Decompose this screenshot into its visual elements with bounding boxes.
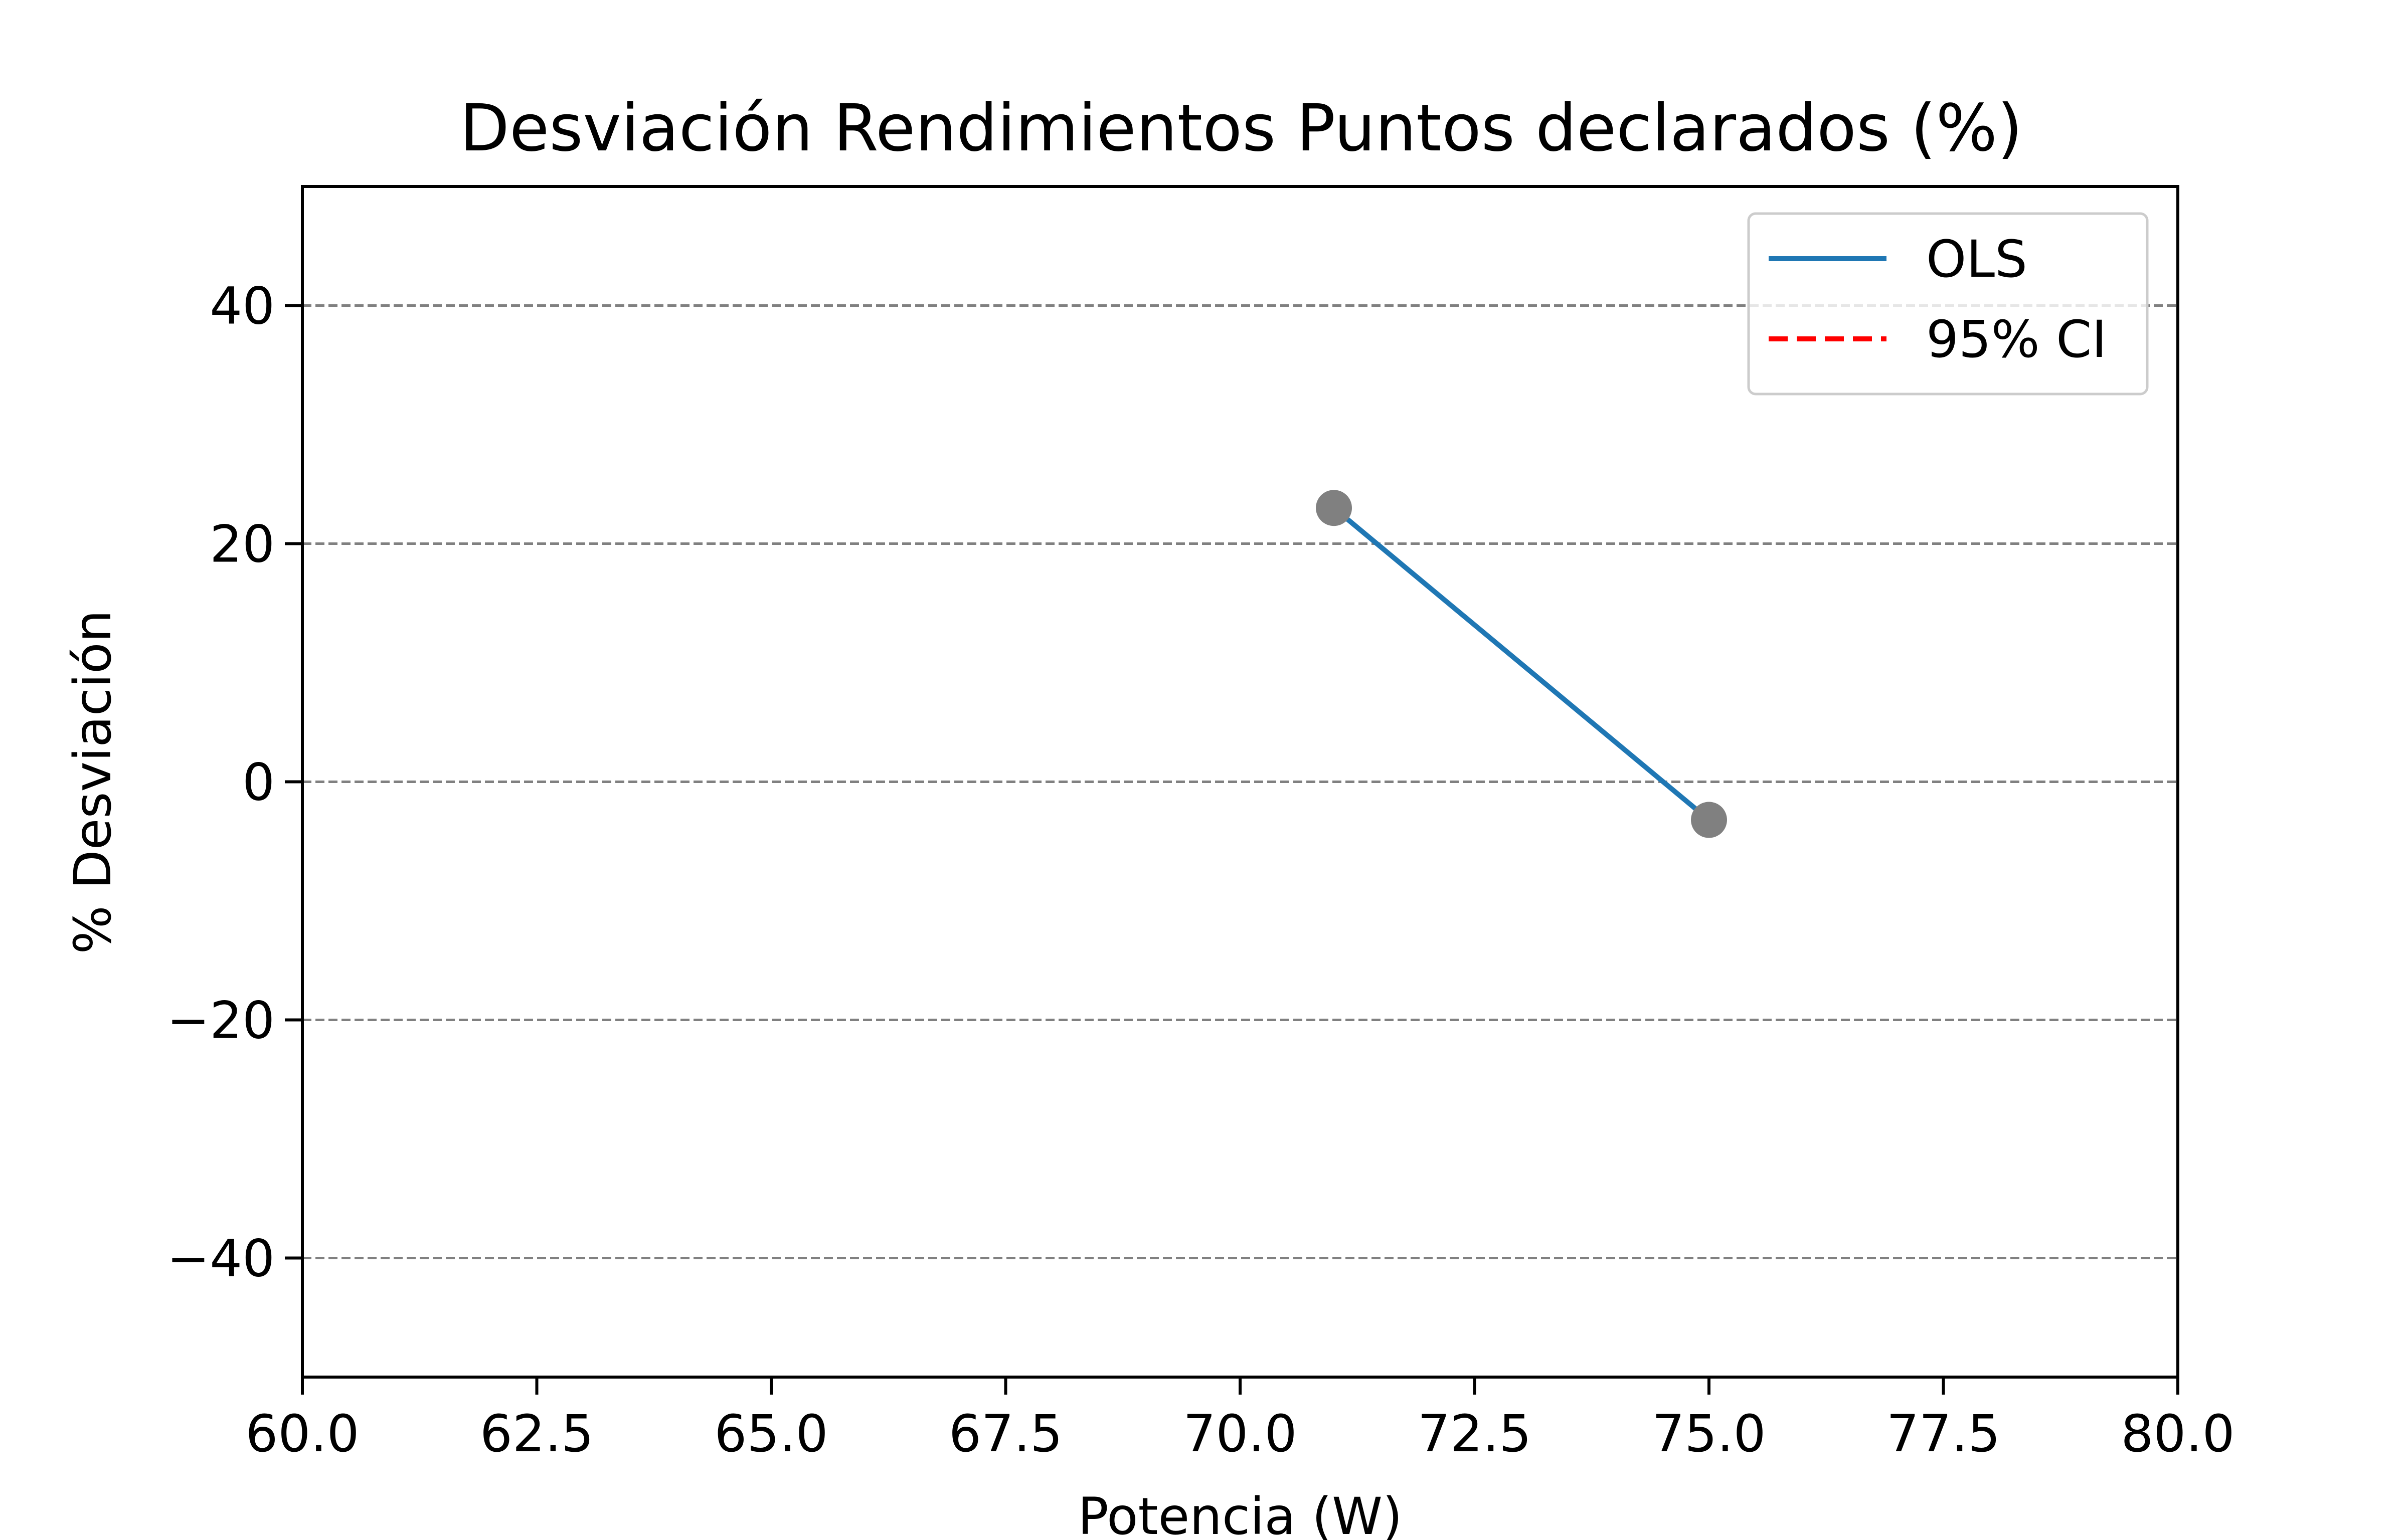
data-point	[1691, 802, 1727, 838]
y-tick-label: −20	[167, 991, 275, 1051]
legend-label-ols: OLS	[1926, 230, 2027, 289]
x-axis-ticks: 60.0 62.5 65.0 67.5 70.0 72.5 75.0 77.5 80.0	[245, 1377, 2235, 1464]
y-tick-label: 0	[242, 753, 275, 813]
x-tick-label: 75.0	[1652, 1404, 1766, 1464]
x-tick-label: 67.5	[949, 1404, 1063, 1464]
x-tick-label: 65.0	[714, 1404, 828, 1464]
x-axis-label: Potencia (W)	[1078, 1487, 1402, 1540]
legend: OLS 95% CI	[1747, 212, 2149, 396]
x-tick-label: 60.0	[245, 1404, 359, 1464]
points-layer	[1316, 490, 1727, 838]
x-tick-label: 80.0	[2121, 1404, 2234, 1464]
x-tick-label: 62.5	[480, 1404, 594, 1464]
series-layer	[1332, 506, 1711, 822]
y-tick-label: 40	[210, 277, 275, 336]
y-tick-label: 20	[210, 515, 275, 574]
x-tick-label: 70.0	[1183, 1404, 1297, 1464]
x-tick-label: 72.5	[1418, 1404, 1531, 1464]
y-tick-label: −40	[167, 1229, 275, 1289]
legend-label-ci: 95% CI	[1926, 310, 2107, 369]
data-point	[1316, 490, 1352, 526]
series-line-ols	[1332, 506, 1711, 822]
chart-title: Desviación Rendimientos Puntos declarado…	[460, 91, 2023, 166]
y-axis-ticks: −40 −20 0 20 40	[167, 277, 302, 1289]
x-tick-label: 77.5	[1886, 1404, 2000, 1464]
y-axis-label: % Desviación	[63, 610, 123, 954]
